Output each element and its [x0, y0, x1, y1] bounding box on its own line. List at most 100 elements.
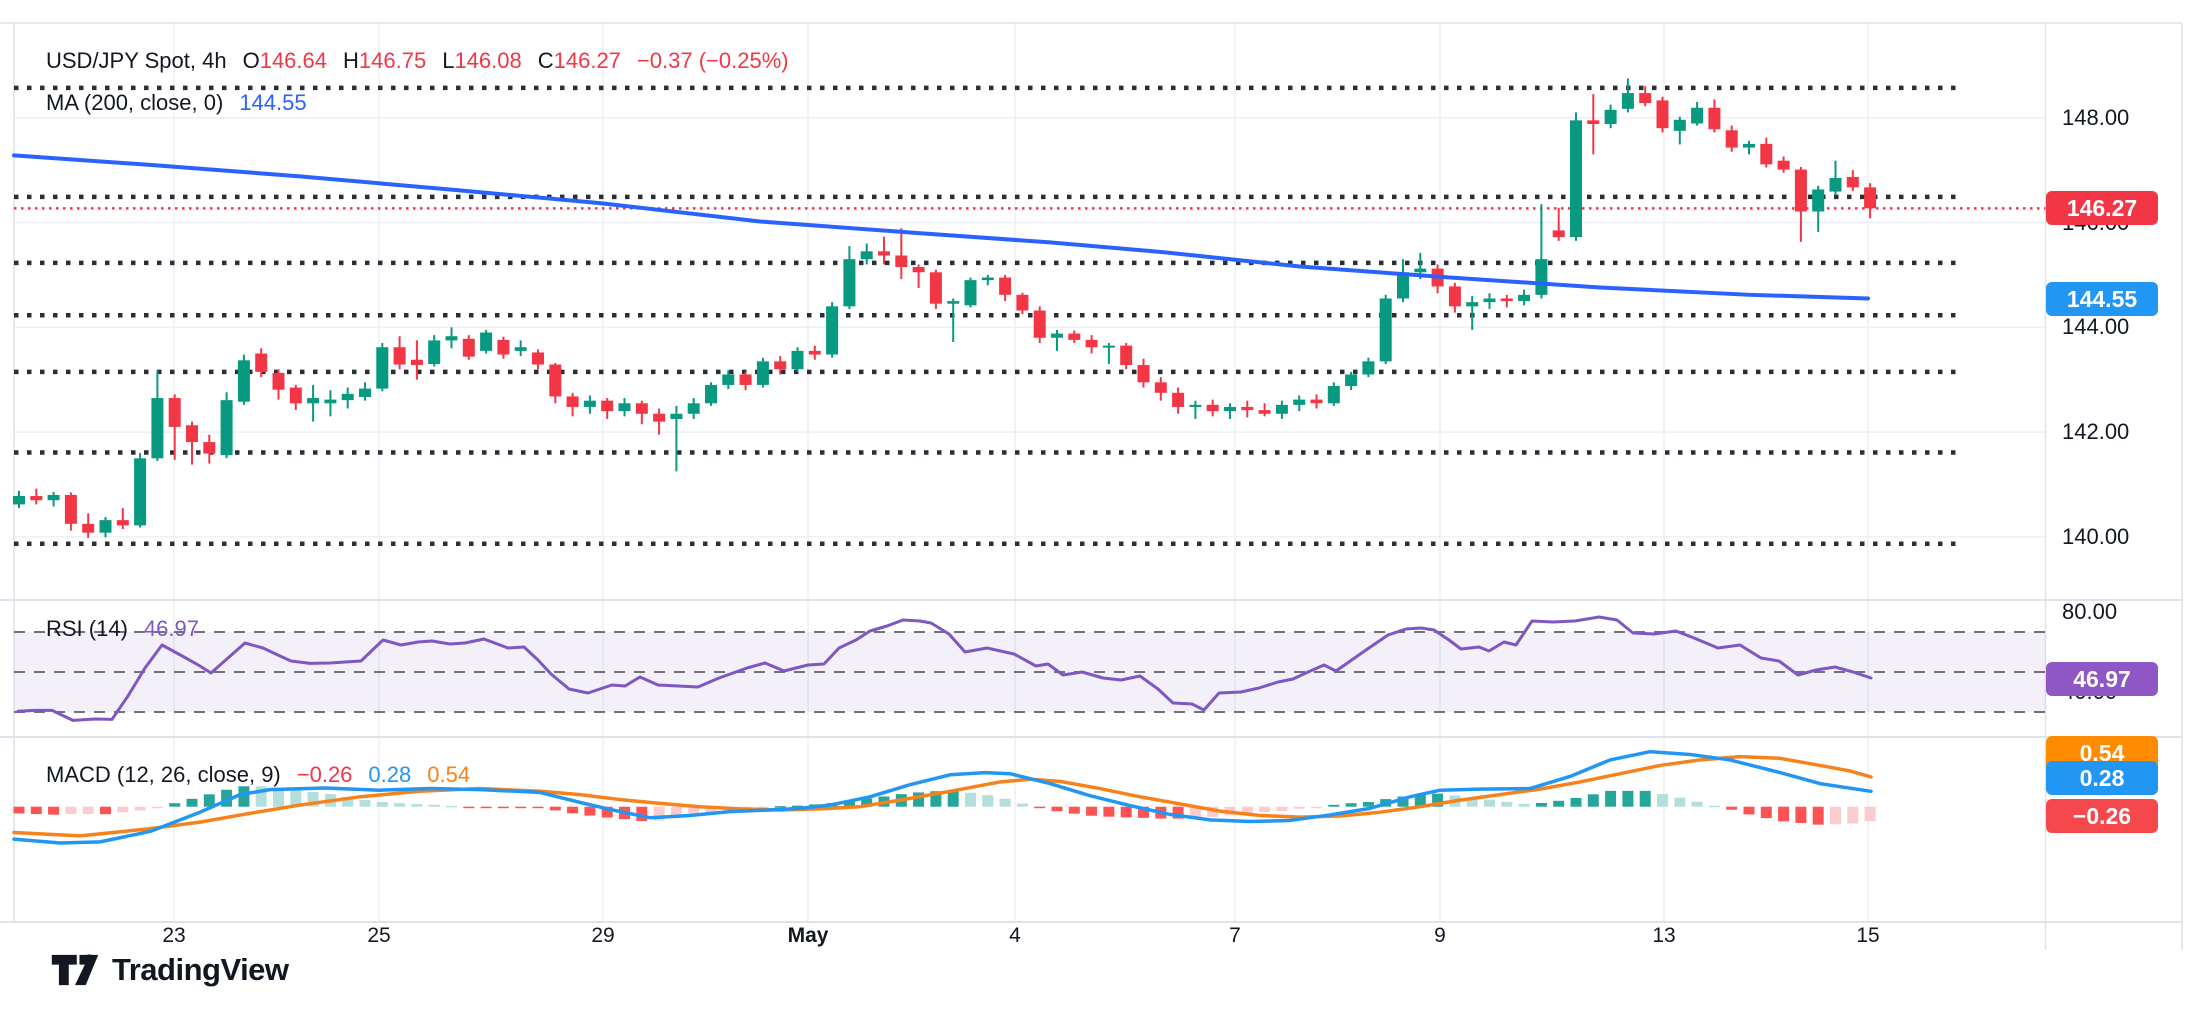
macd-hist-bar: [342, 797, 354, 807]
macd-signal-line: [12, 754, 1873, 838]
price-axis-label: 140.00: [2062, 523, 2130, 549]
candle-body: [826, 306, 839, 355]
candle-body: [1500, 298, 1513, 302]
candle-body: [272, 372, 285, 390]
candle-body: [1466, 302, 1479, 307]
axis-badge: 0.28: [2046, 761, 2158, 795]
candle-body: [186, 425, 198, 443]
macd-hist-bar: [532, 806, 544, 809]
candle-body: [705, 384, 717, 404]
candle-body: [1154, 382, 1167, 393]
macd-hist-bar: [549, 806, 561, 811]
candle-body: [1725, 130, 1738, 148]
candle-body: [1621, 93, 1634, 109]
macd-hist-bar: [169, 803, 181, 807]
open-label: O: [242, 48, 260, 73]
candle-body: [549, 364, 562, 397]
macd-hist-bar: [1708, 805, 1720, 808]
candle-body: [1275, 404, 1288, 414]
macd-hist-bar: [601, 806, 613, 818]
macd-hist-bar: [1501, 801, 1513, 807]
candle-body: [843, 259, 856, 307]
macd-hist-bar: [428, 804, 440, 807]
candle-body: [808, 350, 821, 355]
time-axis-label[interactable]: 25: [367, 924, 391, 947]
axis-badge: 46.97: [2046, 662, 2158, 696]
time-axis-label[interactable]: 9: [1434, 924, 1446, 947]
candle-body: [964, 280, 977, 306]
price-axis-label: 142.00: [2062, 419, 2130, 445]
candle-body: [1414, 268, 1427, 273]
candle-body: [82, 523, 95, 533]
ma-label[interactable]: MA (200, close, 0): [46, 90, 224, 115]
macd-hist-bar: [1639, 790, 1651, 807]
macd-hist-bar: [1311, 806, 1322, 809]
candle-body: [583, 400, 596, 407]
macd-hist-bar: [1726, 806, 1738, 810]
candle-body: [1033, 310, 1046, 338]
time-axis-label[interactable]: 13: [1652, 924, 1676, 947]
macd-hist-bar: [1328, 804, 1340, 807]
macd-hist-bar: [1570, 798, 1582, 807]
rsi-label[interactable]: RSI (14): [46, 616, 128, 641]
time-axis-label[interactable]: 7: [1229, 924, 1241, 947]
macd-hist-bar: [982, 795, 994, 807]
candle-body: [445, 336, 458, 341]
candle-body: [947, 301, 960, 304]
macd-signal-value: 0.54: [427, 762, 471, 787]
candle-body: [203, 442, 216, 454]
low-label: L: [442, 48, 455, 73]
candle-body: [1777, 160, 1790, 170]
candle-body: [1293, 399, 1306, 405]
price-axis-label: 144.00: [2062, 314, 2130, 340]
macd-label[interactable]: MACD (12, 26, close, 9): [46, 762, 281, 787]
macd-hist-bar: [1120, 806, 1132, 818]
candle-body: [1604, 109, 1617, 124]
symbol-title[interactable]: USD/JPY Spot, 4h: [46, 48, 227, 73]
time-axis-label[interactable]: 4: [1009, 924, 1021, 947]
candle-body: [1241, 406, 1254, 411]
candle-body: [1068, 333, 1081, 340]
candle-body: [1518, 294, 1531, 302]
candle-body: [1189, 404, 1202, 407]
time-axis-label[interactable]: 23: [162, 924, 186, 947]
macd-hist-bar: [221, 789, 233, 807]
macd-hist-bar: [670, 806, 682, 819]
candle-body: [514, 347, 527, 351]
macd-hist-bar: [1830, 806, 1841, 825]
macd-hist-bar: [584, 806, 596, 816]
macd-header: MACD (12, 26, close, 9) −0.26 0.28 0.54: [46, 762, 470, 788]
high-label: H: [343, 48, 359, 73]
macd-hist-bar: [100, 806, 111, 815]
macd-hist-bar: [688, 806, 700, 816]
candle-body: [134, 458, 147, 526]
candle-body: [1552, 230, 1565, 238]
ma-header: MA (200, close, 0) 144.55: [46, 90, 307, 116]
macd-hist-bar: [480, 806, 492, 809]
candle-body: [1258, 410, 1271, 414]
candle-body: [653, 413, 666, 422]
macd-hist-bar: [1760, 806, 1772, 819]
candle-body: [13, 496, 25, 505]
candle-body: [1570, 120, 1582, 238]
macd-hist-bar: [1466, 797, 1478, 807]
candle-body: [1587, 120, 1600, 124]
time-axis-label[interactable]: 29: [591, 924, 615, 947]
candle-body: [1051, 333, 1063, 338]
candle-body: [1345, 374, 1358, 386]
macd-hist-bar: [186, 798, 198, 807]
tradingview-logo[interactable]: TradingView: [50, 948, 289, 992]
candle-body: [289, 387, 302, 404]
macd-hist-bar: [1207, 806, 1219, 817]
macd-hist-bar: [376, 802, 388, 807]
macd-hist-bar: [1518, 804, 1530, 807]
macd-hist-bar: [1864, 806, 1876, 822]
macd-hist-bar: [117, 806, 129, 813]
macd-hist-bar: [515, 806, 527, 809]
time-axis-label[interactable]: 15: [1856, 924, 1880, 947]
candle-body: [1085, 339, 1098, 348]
candle-body: [1794, 169, 1807, 212]
time-axis-label[interactable]: May: [787, 924, 829, 947]
